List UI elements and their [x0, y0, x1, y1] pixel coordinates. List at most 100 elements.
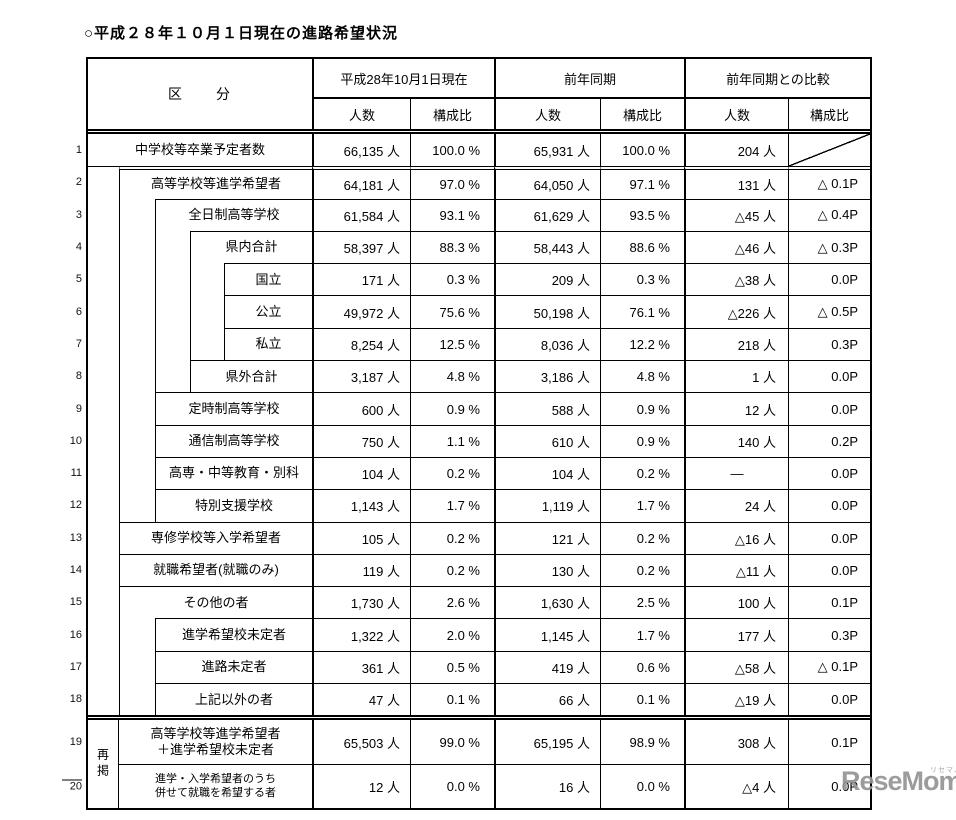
- cell-ninzu-prev: 65,195 人: [494, 720, 600, 765]
- saikei-section: 再掲 19 高等学校等進学希望者 ＋進学希望校未定者 65,503 人 99.0 % 65…: [62, 715, 870, 809]
- cell-kouseihi-diff: 0.0P: [788, 392, 870, 425]
- cell-ninzu-prev: 1,145 人: [494, 618, 600, 651]
- kubun-gutter: [119, 424, 155, 457]
- cell-ninzu-diff: △38 人: [684, 263, 788, 296]
- row-number: 5: [75, 273, 82, 286]
- cell-ninzu-prev: 61,629 人: [494, 198, 600, 231]
- cell-kouseihi-diff: 0.1P: [788, 586, 870, 619]
- table-row: 17 進路未定者 361 人 0.5 % 419 人 0.6 % △58 人 △ 0.1P: [70, 650, 870, 684]
- cell-kouseihi-prev: 12.2 %: [600, 327, 684, 361]
- kubun-gutter: [88, 457, 119, 489]
- cell-ninzu-diff: △16 人: [684, 521, 788, 554]
- row-label: 就職希望者(就職のみ): [119, 553, 312, 587]
- cell-kouseihi-current: 99.0 %: [410, 720, 494, 765]
- kubun-gutter: [119, 489, 155, 522]
- cell-ninzu-prev: 130 人: [494, 553, 600, 587]
- kubun-gutter: [119, 198, 155, 231]
- cell-ninzu-current: 64,181 人: [312, 166, 410, 199]
- table-body: 1 中学校等卒業予定者数 66,135 人 100.0 % 65,931 人 100.0 …: [62, 134, 870, 809]
- cell-ninzu-current: 3,187 人: [312, 360, 410, 393]
- kubun-gutter: [88, 328, 119, 360]
- kubun-gutter: [190, 327, 224, 361]
- cell-kouseihi-current: 1.7 %: [410, 489, 494, 522]
- kubun-gutter: [88, 618, 119, 650]
- cell-kouseihi-current: 100.0 %: [410, 134, 494, 167]
- cell-ninzu-diff: 1 人: [684, 360, 788, 393]
- cell-kouseihi-prev: 0.9 %: [600, 392, 684, 425]
- cell-kouseihi-prev: 1.7 %: [600, 618, 684, 651]
- cell-ninzu-prev: 50,198 人: [494, 295, 600, 328]
- kubun-area: 県外合計: [88, 360, 312, 393]
- cell-ninzu-diff: 140 人: [684, 424, 788, 457]
- cell-kouseihi-current: 93.1 %: [410, 198, 494, 231]
- cell-ninzu-diff: △4 人: [684, 764, 788, 809]
- kubun-gutter: [119, 683, 155, 716]
- cell-kouseihi-current: 12.5 %: [410, 327, 494, 361]
- kubun-gutter: [155, 360, 190, 393]
- cell-ninzu-current: 119 人: [312, 553, 410, 587]
- cell-kouseihi-diff: 0.0P: [788, 360, 870, 393]
- kubun-gutter: [119, 230, 155, 264]
- kubun-area: その他の者: [88, 586, 312, 619]
- row-label: 県外合計: [190, 360, 312, 393]
- cell-ninzu-current: 12 人: [312, 764, 410, 809]
- cell-ninzu-diff: 177 人: [684, 618, 788, 651]
- row-number: 11: [70, 467, 82, 480]
- cell-ninzu-diff: 204 人: [684, 134, 788, 167]
- row-number: 3: [75, 208, 82, 221]
- cell-ninzu-prev: 209 人: [494, 263, 600, 296]
- cell-kouseihi-diff: △ 0.1P: [788, 166, 870, 199]
- cell-ninzu-current: 65,503 人: [312, 720, 410, 765]
- kubun-gutter: [155, 327, 190, 361]
- cell-kouseihi-current: 4.8 %: [410, 360, 494, 393]
- cell-kouseihi-prev: 0.1 %: [600, 683, 684, 716]
- row-number: 8: [75, 370, 82, 383]
- cell-ninzu-diff: 24 人: [684, 489, 788, 522]
- cell-kouseihi-prev: 76.1 %: [600, 295, 684, 328]
- cell-kouseihi-prev: 0.2 %: [600, 456, 684, 490]
- cell-ninzu-diff: 218 人: [684, 327, 788, 361]
- kubun-area: 私立: [88, 327, 312, 361]
- cell-kouseihi-diff: 0.0P: [788, 683, 870, 716]
- kubun-gutter: [119, 360, 155, 393]
- row-number: 4: [75, 241, 82, 254]
- table-row: 5 国立 171 人 0.3 % 209 人 0.3 % △38 人 0.0P: [76, 263, 870, 296]
- cell-kouseihi-current: 1.1 %: [410, 424, 494, 457]
- header-group-comparison: 前年同期との比較: [684, 59, 870, 97]
- cell-ninzu-current: 1,322 人: [312, 618, 410, 651]
- cell-kouseihi-diff: 0.3P: [788, 618, 870, 651]
- cell-ninzu-diff: △45 人: [684, 198, 788, 231]
- cell-kouseihi-current: 0.2 %: [410, 553, 494, 587]
- row-number: 13: [69, 531, 82, 544]
- header-kubun: 区 分: [168, 86, 232, 102]
- cell-kouseihi-diff: △ 0.1P: [788, 650, 870, 684]
- row-number: 12: [69, 499, 82, 512]
- cell-kouseihi-diff: 0.2P: [788, 424, 870, 457]
- cell-ninzu-prev: 3,186 人: [494, 360, 600, 393]
- cell-kouseihi-current: 0.0 %: [410, 764, 494, 809]
- kubun-gutter: [119, 392, 155, 425]
- cell-kouseihi-prev: 97.1 %: [600, 166, 684, 199]
- cell-ninzu-current: 47 人: [312, 683, 410, 716]
- kubun-gutter: [88, 522, 119, 554]
- cell-kouseihi-diff: 0.0P: [788, 263, 870, 296]
- cell-kouseihi-diff: △ 0.4P: [788, 198, 870, 231]
- kubun-area: 進学希望校未定者: [88, 618, 312, 651]
- cell-ninzu-current: 49,972 人: [312, 295, 410, 328]
- kubun-gutter: [190, 295, 224, 328]
- cell-ninzu-prev: 104 人: [494, 456, 600, 490]
- watermark-text: ReseMom.: [841, 766, 956, 796]
- table-row: 10 通信制高等学校 750 人 1.1 % 610 人 0.9 % 140 人 0.2P: [70, 424, 870, 457]
- cell-kouseihi-prev: 0.6 %: [600, 650, 684, 684]
- row-number: 20: [62, 779, 82, 793]
- header-kouseihi-prev: 構成比: [600, 99, 684, 129]
- cell-ninzu-diff: ―: [684, 456, 788, 490]
- cell-ninzu-current: 66,135 人: [312, 134, 410, 167]
- header-kouseihi-current: 構成比: [410, 99, 494, 129]
- cell-kouseihi-current: 0.5 %: [410, 650, 494, 684]
- row-number: 14: [69, 564, 82, 576]
- kubun-area: 公立: [88, 295, 312, 328]
- cell-ninzu-diff: △19 人: [684, 683, 788, 716]
- row-number: 19: [69, 736, 82, 749]
